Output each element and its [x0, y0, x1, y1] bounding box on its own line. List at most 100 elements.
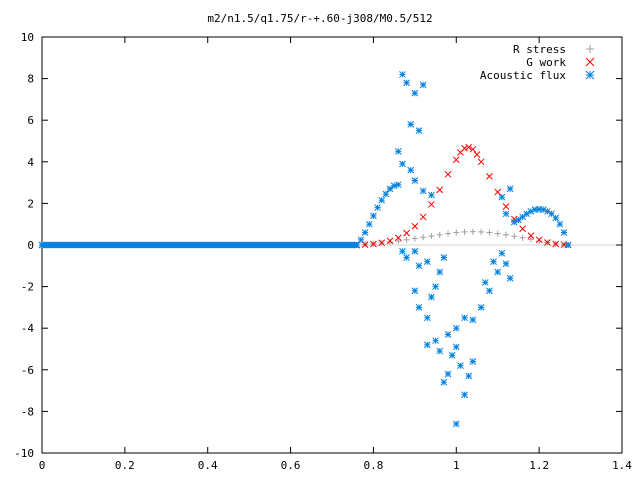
y-tick-label: -6 — [21, 364, 34, 377]
data-point — [411, 222, 419, 230]
data-point — [403, 254, 410, 261]
data-point — [399, 71, 406, 78]
y-tick-label: -8 — [21, 405, 34, 418]
data-point — [399, 160, 406, 168]
data-point — [440, 378, 448, 386]
data-point — [394, 234, 402, 242]
data-point — [503, 231, 509, 238]
data-point — [428, 201, 435, 208]
data-point — [415, 127, 423, 134]
data-point — [469, 145, 477, 153]
data-point — [436, 186, 444, 194]
data-point — [407, 166, 415, 174]
x-tick-label: 0 — [39, 459, 46, 472]
data-point — [387, 239, 393, 246]
data-point — [423, 258, 431, 265]
data-point — [444, 331, 452, 338]
data-point — [469, 358, 477, 365]
data-point — [436, 347, 444, 355]
data-point — [452, 156, 460, 164]
data-point — [527, 236, 534, 243]
data-point — [498, 249, 506, 257]
y-tick-label: 0 — [27, 239, 34, 252]
data-point — [382, 190, 390, 198]
data-point — [394, 181, 402, 189]
data-point — [452, 324, 460, 332]
data-point — [370, 212, 377, 220]
data-point — [453, 229, 460, 236]
data-point — [419, 213, 427, 221]
data-point — [445, 230, 451, 237]
data-point — [436, 268, 444, 276]
data-point — [407, 121, 415, 128]
axis-ticks: 0 0.2 0.4 0.6 0.8 1 1.2 1.4 -10 -8 -6 -4 -2 0 2 4 6 8 10 — [14, 31, 632, 472]
data-point — [399, 247, 406, 255]
data-point — [519, 234, 526, 241]
data-point — [444, 170, 452, 178]
legend-marker — [586, 45, 594, 53]
data-point — [440, 254, 448, 261]
data-point — [444, 370, 452, 378]
data-point — [428, 191, 435, 199]
data-point — [419, 81, 427, 89]
data-point — [490, 258, 497, 265]
data-point — [423, 314, 431, 322]
data-point — [511, 233, 518, 240]
data-point — [461, 314, 468, 322]
data-point — [394, 148, 402, 155]
y-tick-label: 8 — [27, 73, 34, 86]
data-point — [411, 89, 419, 97]
data-point — [428, 293, 435, 301]
data-point — [498, 193, 506, 201]
y-tick-label: -2 — [21, 281, 34, 294]
data-point — [448, 351, 456, 359]
data-point — [432, 337, 439, 345]
data-point — [423, 341, 431, 349]
data-point — [378, 239, 386, 247]
data-point — [477, 158, 485, 166]
data-point — [365, 220, 373, 228]
y-tick-label: -4 — [21, 322, 35, 335]
data-point — [486, 173, 493, 180]
y-tick-label: -10 — [14, 447, 34, 460]
data-point — [420, 234, 427, 241]
data-point — [353, 241, 361, 249]
data-point — [461, 391, 468, 399]
data-point — [473, 151, 481, 158]
data-point — [403, 236, 410, 243]
data-point — [481, 279, 489, 286]
data-point — [519, 225, 526, 233]
data-series — [38, 71, 572, 428]
data-point — [502, 203, 510, 210]
data-point — [544, 239, 551, 246]
data-point — [415, 262, 423, 270]
data-point — [552, 214, 560, 222]
data-point — [411, 177, 419, 184]
data-point — [510, 215, 518, 223]
data-point — [411, 235, 418, 242]
data-point — [415, 304, 423, 311]
data-point — [378, 196, 386, 204]
x-tick-label: 0.6 — [281, 459, 301, 472]
y-tick-label: 4 — [27, 156, 34, 169]
data-point — [465, 372, 473, 380]
chart-title: m2/n1.5/q1.75/r-+.60-j308/M0.5/512 — [207, 12, 432, 25]
data-point — [469, 316, 477, 324]
data-point — [465, 143, 473, 151]
y-tick-label: 6 — [27, 114, 34, 127]
data-point — [386, 185, 394, 193]
x-tick-label: 1 — [453, 459, 460, 472]
data-point — [478, 228, 485, 235]
x-tick-label: 0.2 — [115, 459, 135, 472]
data-point — [527, 232, 535, 239]
data-point — [395, 238, 402, 245]
data-point — [494, 268, 502, 276]
data-point — [494, 230, 501, 237]
data-point — [506, 185, 514, 193]
data-point — [477, 304, 485, 311]
data-point — [390, 182, 398, 190]
y-tick-label: 10 — [21, 31, 34, 44]
data-point — [361, 229, 369, 236]
